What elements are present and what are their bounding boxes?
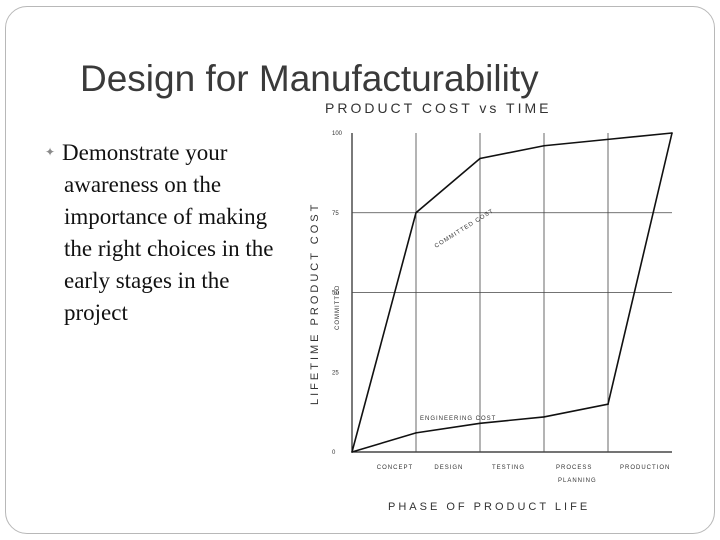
x-tick-label: DESIGN [434, 465, 463, 471]
tick-layer: 100 75 50 25 0 CONCEPT DESIGN TESTING PROCESS PLA… [332, 131, 670, 484]
data-point [607, 138, 609, 141]
y-axis-sublabel: COMMITTED [335, 285, 341, 330]
data-point [607, 403, 609, 405]
y-tick-label: 100 [332, 131, 343, 137]
data-point [543, 416, 545, 418]
x-tick-label: TESTING [492, 465, 525, 471]
x-axis-label: PHASE OF PRODUCT LIFE [388, 501, 590, 513]
data-point [671, 132, 673, 134]
grid-layer [351, 133, 672, 453]
bullet-text: Demonstrate your awareness on the import… [62, 140, 274, 325]
y-axis-label: LIFETIME PRODUCT COST [309, 202, 321, 405]
slide-frame [5, 6, 715, 534]
x-tick-label: PRODUCTION [620, 465, 670, 471]
data-point [351, 451, 353, 453]
series-line [351, 132, 673, 453]
data-point [479, 422, 481, 425]
y-tick-label: 0 [332, 450, 336, 456]
data-point [479, 157, 481, 160]
slide-title: Design for Manufacturability [80, 58, 539, 99]
chart-title: PRODUCT COST vs TIME [325, 100, 551, 116]
series-line [351, 132, 673, 453]
y-tick-label: 25 [332, 370, 339, 376]
y-tick-label: 50 [332, 291, 339, 297]
series-label: COMMITTED COST [434, 208, 495, 249]
bullet-item: ✦ Demonstrate your awareness on the impor… [45, 136, 280, 329]
x-tick-label: PLANNING [558, 478, 597, 484]
data-point [415, 432, 417, 434]
bullet-marker-icon: ✦ [45, 145, 56, 159]
series-label: ENGINEERING COST [420, 416, 496, 422]
x-tick-label: CONCEPT [377, 465, 413, 471]
x-tick-label: PROCESS [556, 465, 592, 471]
y-tick-label: 75 [332, 211, 339, 217]
data-point [543, 144, 545, 147]
data-point [415, 211, 417, 214]
